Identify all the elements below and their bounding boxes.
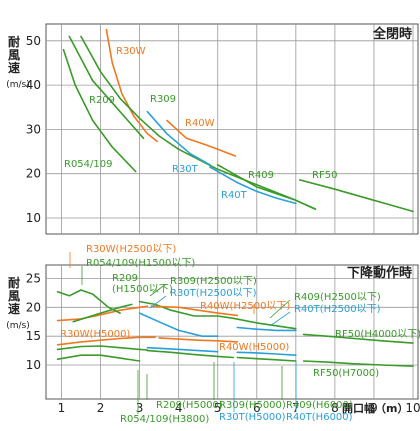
chart-title: 下降動作時 xyxy=(347,265,412,281)
series-line xyxy=(56,336,156,346)
y-tick-label: 30 xyxy=(26,122,41,136)
leader-line xyxy=(149,283,167,297)
series-line xyxy=(209,166,297,205)
series-line xyxy=(150,305,239,317)
y-axis-label: 速 xyxy=(8,60,20,75)
series-line xyxy=(236,326,297,332)
series-label: RF50 xyxy=(312,170,337,181)
series-line xyxy=(68,35,145,140)
series-line xyxy=(216,164,317,210)
series-line xyxy=(62,48,137,173)
y-tick-label: 40 xyxy=(26,78,41,92)
x-tick-label: 4 xyxy=(175,401,183,415)
x-tick-label: 9 xyxy=(370,401,378,415)
series-label: R30W(H2500以下) xyxy=(86,244,176,255)
series-line xyxy=(298,179,414,213)
series-line xyxy=(146,349,235,359)
series-line xyxy=(166,119,237,157)
series-label: R409(H6000) xyxy=(286,400,353,411)
y-tick-label: 20 xyxy=(26,300,41,314)
series-label: RF50(H4000以下) xyxy=(335,329,420,340)
series-line xyxy=(105,28,158,143)
series-label: R054/109(H1500以下) xyxy=(86,258,195,269)
series-label: R30W xyxy=(116,46,146,57)
y-tick-label: 20 xyxy=(26,167,41,181)
series-line xyxy=(138,300,235,320)
series-line xyxy=(56,289,121,314)
series-label: R309(H5000) xyxy=(219,400,286,411)
y-axis-label: 風 xyxy=(8,289,20,303)
x-tick-label: 6 xyxy=(253,401,261,415)
series-label: RF50(H7000) xyxy=(313,368,379,379)
y-tick-label: 50 xyxy=(26,34,41,48)
y-tick-label: 10 xyxy=(26,358,41,372)
y-tick-label: 15 xyxy=(26,329,41,343)
y-axis-label: 耐 xyxy=(8,275,20,290)
series-label: R40W(H5000) xyxy=(219,342,289,353)
x-axis-label: 開口幅（m） xyxy=(342,401,408,415)
leader-line xyxy=(269,311,291,327)
y-axis-label: 耐 xyxy=(8,34,20,49)
series-label: (H1500以下) xyxy=(112,284,173,295)
series-label: R409 xyxy=(248,170,274,181)
series-line xyxy=(146,346,219,353)
series-label: R409(H2500以下) xyxy=(294,292,381,303)
series-line xyxy=(146,110,211,166)
series-label: R209 xyxy=(89,95,115,106)
series-line xyxy=(158,337,239,343)
x-tick-label: 2 xyxy=(97,401,105,415)
series-label: R309 xyxy=(150,94,176,105)
x-tick-label: 10 xyxy=(405,401,420,415)
series-label: R40W(H2500以下) xyxy=(200,301,290,312)
series-line xyxy=(56,345,149,351)
chart-title: 全閉時 xyxy=(372,26,412,42)
series-line xyxy=(56,354,141,362)
series-line xyxy=(302,333,414,344)
leader-line xyxy=(149,295,167,309)
series-label: R209 xyxy=(112,273,138,284)
x-tick-label: 5 xyxy=(214,401,222,415)
y-axis-unit: (m/s) xyxy=(6,80,30,90)
y-axis-label: 速 xyxy=(8,301,20,316)
y-axis-unit: (m/s) xyxy=(6,321,30,331)
y-tick-label: 25 xyxy=(26,272,41,286)
x-tick-label: 1 xyxy=(58,401,66,415)
series-label: R30T(H5000) xyxy=(219,412,286,423)
x-tick-label: 3 xyxy=(136,401,144,415)
series-line xyxy=(236,351,297,356)
plot-frame xyxy=(45,264,419,400)
series-line xyxy=(236,356,297,362)
series-label: R30T(H2500以下) xyxy=(170,288,257,299)
series-label: R209(H5000) xyxy=(156,400,223,411)
series-label: R30T xyxy=(172,164,199,175)
series-label: R30W(H5000) xyxy=(60,329,130,340)
series-line xyxy=(80,35,317,210)
series-label: R40W xyxy=(185,118,215,129)
series-line xyxy=(72,303,133,323)
x-tick-label: 8 xyxy=(331,401,339,415)
y-axis-label: 風 xyxy=(8,48,20,62)
series-label: R054/109 xyxy=(64,159,113,170)
series-label: R054/109(H3800) xyxy=(120,414,209,425)
y-tick-label: 10 xyxy=(26,211,41,225)
series-label: R40T xyxy=(221,190,248,201)
series-label: R40T(H6000) xyxy=(286,412,353,423)
series-label: R309(H2500以下) xyxy=(170,276,257,287)
series-line xyxy=(138,312,219,337)
leader-line xyxy=(269,299,291,319)
series-label: R40T(H2500以下) xyxy=(294,304,381,315)
series-line xyxy=(232,317,297,330)
series-line xyxy=(56,305,149,322)
series-line xyxy=(302,360,414,367)
